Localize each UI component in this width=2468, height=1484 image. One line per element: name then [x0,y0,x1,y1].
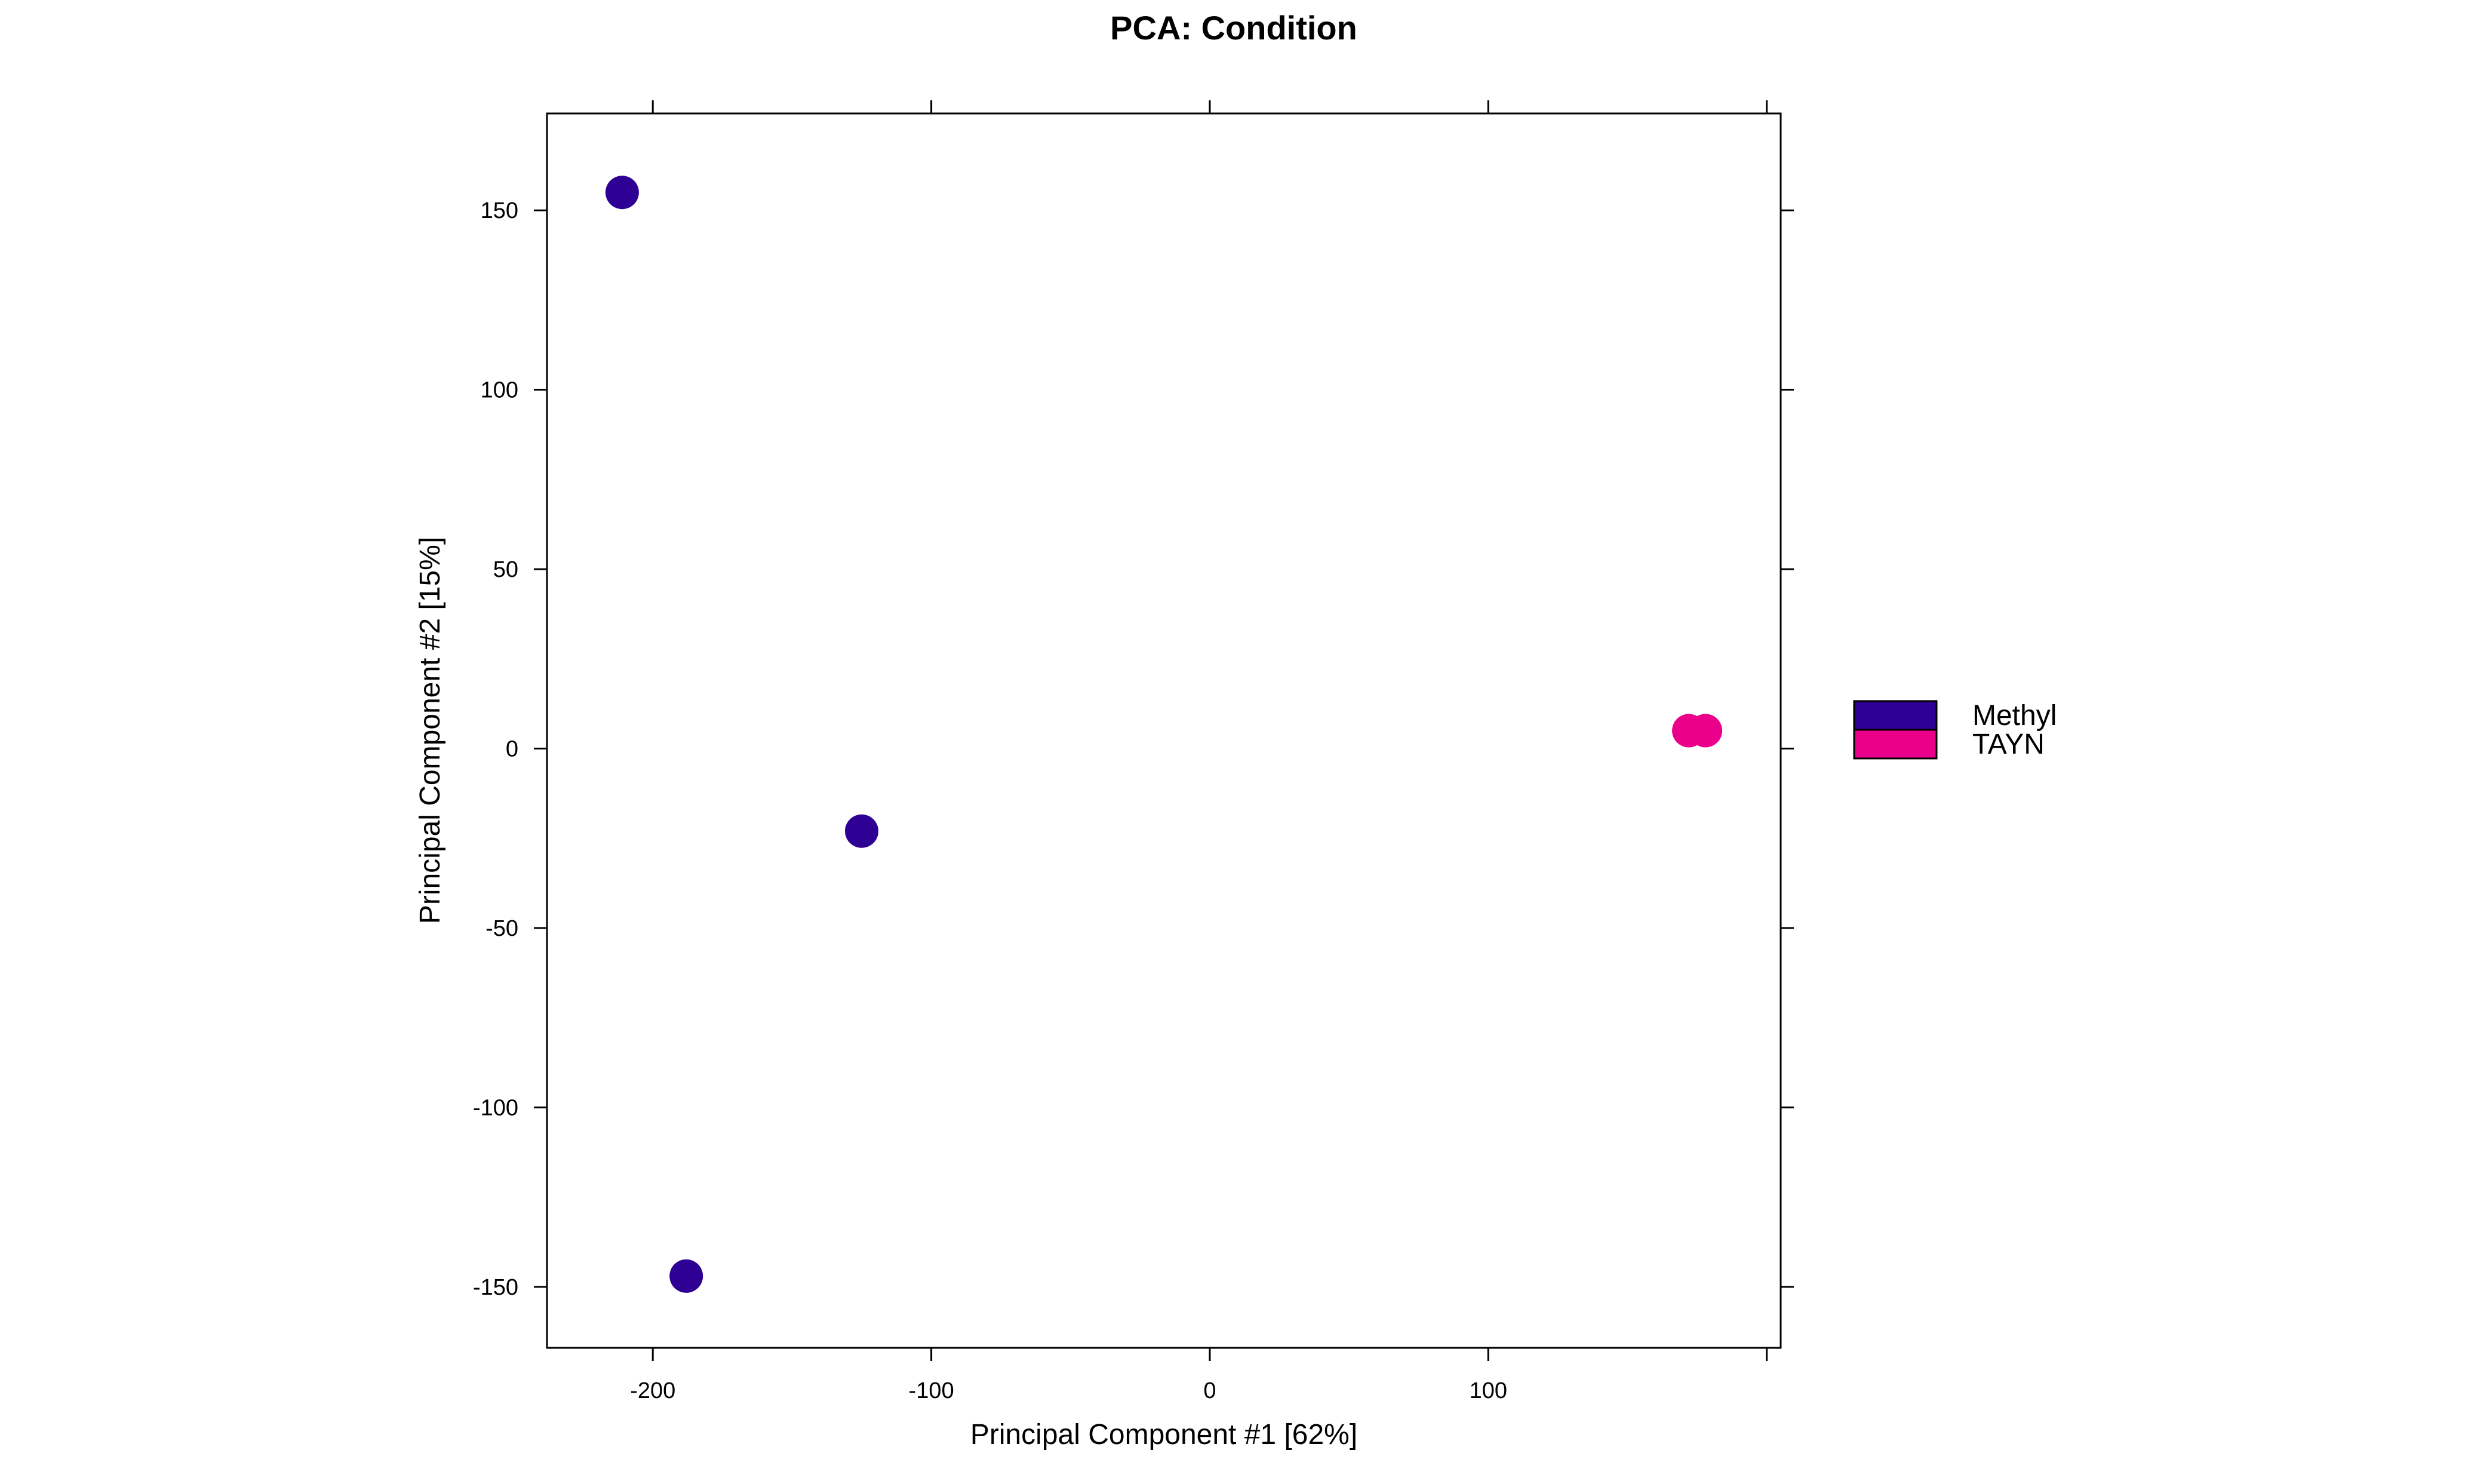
x-axis-label: Principal Component #1 [62%] [970,1419,1357,1451]
y-tick-label: 100 [481,378,518,403]
x-tick-label: 100 [1470,1378,1507,1403]
x-tick-label: -100 [909,1378,954,1403]
y-tick-label: -50 [485,916,518,941]
y-tick-label: -150 [473,1275,518,1300]
data-point-tayn [1689,714,1723,748]
legend-label-tayn: TAYN [1972,729,2045,760]
legend-swatch-tayn [1853,729,1938,760]
x-tick-label: 0 [1203,1378,1216,1403]
x-tick-label: -200 [630,1378,675,1403]
data-point-methyl [605,176,639,210]
data-point-methyl [844,814,878,848]
legend-swatch-methyl [1853,700,1938,731]
chart-title: PCA: Condition [1110,9,1357,47]
legend-label-methyl: Methyl [1972,700,2057,732]
plot-frame [546,112,1782,1349]
data-points [605,176,1723,1293]
y-tick-label: 50 [493,557,518,582]
y-tick-label: 150 [481,198,518,223]
x-axis: -200 -100 0 100 [630,100,1768,1403]
y-axis-label: Principal Component #2 [15%] [414,537,446,924]
y-axis: 150 100 50 0 -50 -100 -150 [473,198,1794,1300]
data-point-methyl [669,1259,703,1293]
y-tick-label: -100 [473,1095,518,1120]
y-tick-label: 0 [506,737,518,762]
